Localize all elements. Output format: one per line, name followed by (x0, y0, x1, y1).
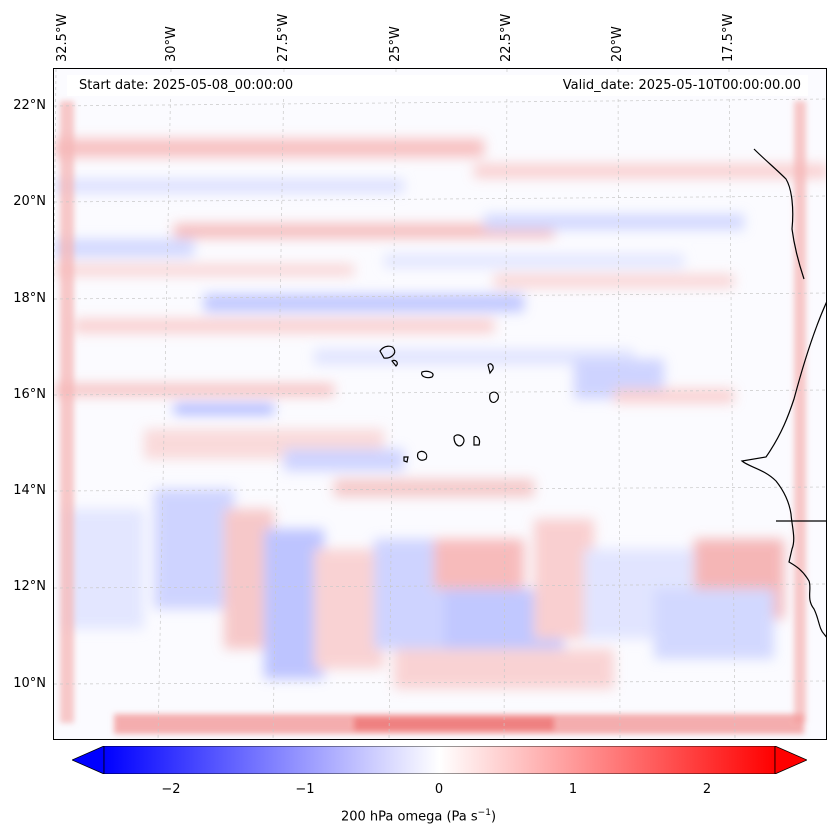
lat-label-10n: 10°N (13, 676, 46, 691)
lon-label-22-5w: 22.5°W (499, 13, 514, 62)
date-header-band (67, 75, 808, 96)
colorbar-tick: 2 (702, 782, 712, 797)
colorbar-tick: −1 (295, 782, 315, 797)
lat-label-16n: 16°N (13, 387, 46, 402)
colorbar-gradient (103, 746, 776, 774)
lat-label-14n: 14°N (13, 483, 46, 498)
omega-field-map (54, 69, 826, 739)
map-panel (53, 68, 827, 740)
lon-label-20w: 20°W (610, 26, 625, 62)
lat-label-18n: 18°N (13, 291, 46, 306)
graticule (54, 69, 826, 739)
lat-label-22n: 22°N (13, 98, 46, 113)
colorbar-label: 200 hPa omega (Pa s−1) (340, 808, 497, 825)
lat-label-12n: 12°N (13, 579, 46, 594)
colorbar-tick: 0 (434, 782, 444, 797)
start-date-label: Start date: 2025-05-08_00:00:00 (79, 78, 294, 93)
omega-field-shading (54, 139, 826, 689)
colorbar-tick: 1 (568, 782, 578, 797)
colorbar (72, 746, 807, 774)
colorbar-tick: −2 (161, 782, 181, 797)
lon-label-17-5w: 17.5°W (721, 13, 736, 62)
lon-label-25w: 25°W (388, 26, 403, 62)
lon-label-27-5w: 27.5°W (276, 13, 291, 62)
colorbar-extend-min (72, 746, 105, 774)
lon-label-32-5w: 32.5°W (55, 13, 70, 62)
colorbar-extend-max (774, 746, 807, 774)
lon-label-30w: 30°W (164, 26, 179, 62)
coastline (379, 148, 826, 638)
valid-date-label: Valid_date: 2025-05-10T00:00:00.00 (562, 78, 801, 93)
lat-label-20n: 20°N (13, 194, 46, 209)
